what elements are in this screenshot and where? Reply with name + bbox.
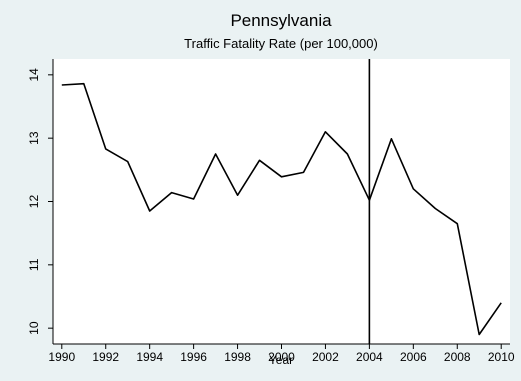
x-tick-label: 1992 bbox=[92, 350, 119, 364]
x-tick-label: 1996 bbox=[180, 350, 207, 364]
x-tick-label: 2010 bbox=[488, 350, 515, 364]
ticks-layer: 1990 1992 1994 1996 1998 2000 2002 2004 2006 2008… bbox=[27, 68, 515, 364]
x-tick-label: 2000 bbox=[268, 350, 295, 364]
chart-subtitle: Traffic Fatality Rate (per 100,000) bbox=[184, 36, 378, 51]
x-tick-label: 2008 bbox=[444, 350, 471, 364]
y-tick-label: 10 bbox=[27, 321, 41, 335]
series-line bbox=[61, 82, 502, 336]
x-tick-label: 1994 bbox=[136, 350, 163, 364]
chart-title: Pennsylvania bbox=[230, 11, 332, 30]
y-tick-label: 14 bbox=[27, 68, 41, 82]
x-tick-label: 2004 bbox=[356, 350, 383, 364]
x-tick-label: 1990 bbox=[48, 350, 75, 364]
y-tick-label: 13 bbox=[27, 131, 41, 145]
x-tick-label: 2002 bbox=[312, 350, 339, 364]
series-layer bbox=[61, 59, 502, 344]
x-tick-label: 1998 bbox=[224, 350, 251, 364]
x-axis-label: Year bbox=[269, 353, 293, 367]
y-tick-label: 12 bbox=[27, 195, 41, 209]
plot-area bbox=[53, 59, 510, 344]
y-tick-label: 11 bbox=[27, 258, 41, 271]
x-tick-label: 2006 bbox=[400, 350, 427, 364]
